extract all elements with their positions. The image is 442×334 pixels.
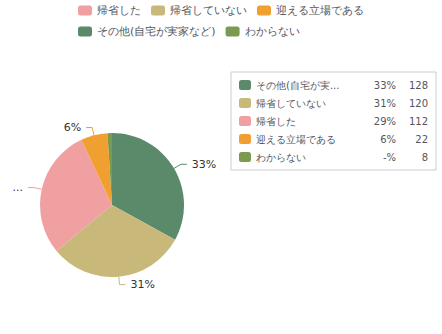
svg-text:その他(自宅が実家など): その他(自宅が実家など) — [97, 25, 216, 38]
svg-text:22: 22 — [415, 134, 428, 145]
svg-text:帰省していない: 帰省していない — [256, 98, 326, 109]
svg-text:わからない: わからない — [256, 152, 306, 163]
svg-text:31%: 31% — [374, 98, 396, 109]
svg-text:帰省していない: 帰省していない — [170, 4, 247, 17]
svg-text:-%: -% — [383, 152, 396, 163]
svg-text:120: 120 — [409, 98, 428, 109]
svg-text:112: 112 — [409, 116, 428, 127]
svg-text:6%: 6% — [380, 134, 396, 145]
svg-text:33%: 33% — [374, 80, 396, 91]
svg-text:帰省した: 帰省した — [97, 4, 141, 17]
svg-text:8: 8 — [422, 152, 428, 163]
svg-text:迎える立場である: 迎える立場である — [276, 4, 364, 17]
svg-text:迎える立場である: 迎える立場である — [256, 134, 336, 145]
svg-text:128: 128 — [409, 80, 428, 91]
svg-text:6%: 6% — [64, 121, 81, 134]
svg-text:33%: 33% — [192, 158, 216, 171]
svg-text:...: ... — [12, 181, 23, 194]
svg-text:わからない: わからない — [245, 25, 300, 38]
svg-text:帰省した: 帰省した — [256, 116, 296, 127]
svg-text:31%: 31% — [131, 278, 155, 291]
svg-text:その他(自宅が実...: その他(自宅が実... — [256, 80, 339, 91]
svg-text:29%: 29% — [374, 116, 396, 127]
